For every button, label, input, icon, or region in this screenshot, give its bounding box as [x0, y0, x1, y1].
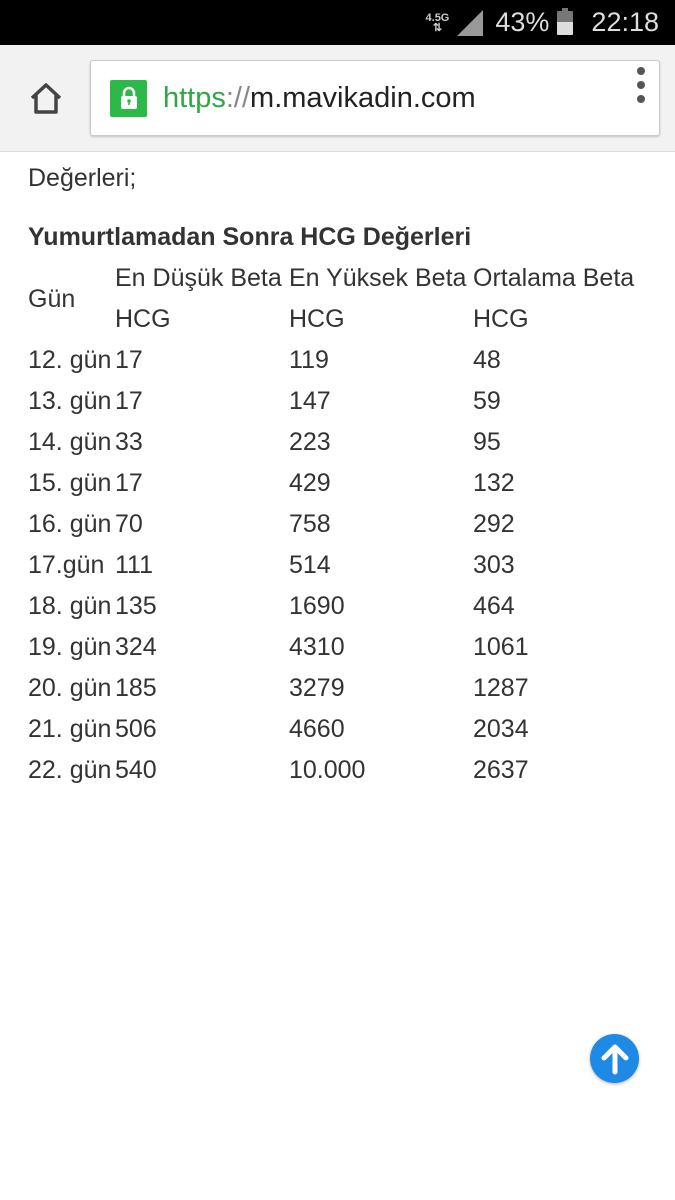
table-row: 14. gün 33 223 95: [28, 422, 643, 463]
row-avg: 95: [473, 428, 501, 456]
row-avg: 1061: [473, 633, 529, 661]
intro-text: Değerleri;: [28, 164, 137, 192]
row-avg: 292: [473, 510, 515, 538]
row-avg: 132: [473, 469, 515, 497]
row-day: 18. gün: [28, 592, 112, 620]
row-max: 3279: [289, 674, 345, 702]
row-max: 147: [289, 387, 331, 415]
overflow-menu-button[interactable]: [637, 67, 645, 103]
table-row: 20. gün 185 3279 1287: [28, 668, 643, 709]
row-day: 15. gün: [28, 469, 112, 497]
row-min: 17: [115, 469, 143, 497]
table-row: 12. gün 17 119 48: [28, 340, 643, 381]
header-day: Gün: [28, 284, 76, 313]
row-avg: 48: [473, 346, 501, 374]
lock-icon: [110, 79, 147, 117]
row-day: 19. gün: [28, 633, 112, 661]
row-max: 429: [289, 469, 331, 497]
battery-percent: 43%: [495, 7, 550, 37]
row-day: 17.gün: [28, 551, 105, 579]
url-bar[interactable]: https://m.mavikadin.com: [90, 60, 660, 136]
row-min: 540: [115, 756, 157, 784]
row-max: 1690: [289, 592, 345, 620]
arrow-up-icon: [601, 1044, 628, 1074]
url-text[interactable]: https://m.mavikadin.com: [163, 81, 476, 114]
table-row: 15. gün 17 429 132: [28, 463, 643, 504]
row-avg: 2034: [473, 715, 529, 743]
row-max: 10.000: [289, 756, 366, 784]
table-title: Yumurtlamadan Sonra HCG Değerleri: [28, 223, 472, 251]
row-day: 20. gün: [28, 674, 112, 702]
row-min: 324: [115, 633, 157, 661]
row-min: 17: [115, 387, 143, 415]
network-icon: 4.5G ⇅: [425, 11, 450, 34]
battery-icon: [557, 7, 574, 35]
table-row: 18. gün 135 1690 464: [28, 586, 643, 627]
row-max: 4310: [289, 633, 345, 661]
row-day: 21. gün: [28, 715, 112, 743]
row-min: 70: [115, 510, 143, 538]
row-min: 17: [115, 346, 143, 374]
table-row: 17.gün 111 514 303: [28, 545, 643, 586]
row-min: 135: [115, 592, 157, 620]
header-max: En Yüksek Beta HCG: [289, 264, 467, 333]
row-min: 111: [115, 551, 154, 579]
row-avg: 464: [473, 592, 515, 620]
row-min: 33: [115, 428, 143, 456]
row-max: 758: [289, 510, 331, 538]
clock: 22:18: [591, 7, 659, 37]
row-avg: 2637: [473, 756, 529, 784]
scroll-to-top-button[interactable]: [590, 1034, 639, 1083]
hcg-table: Gün En Düşük Beta HCG En Yüksek Beta HCG…: [28, 258, 643, 791]
row-avg: 1287: [473, 674, 529, 702]
row-max: 514: [289, 551, 331, 579]
status-bar: 4.5G ⇅ 43% 22:18: [0, 0, 675, 45]
header-min: En Düşük Beta HCG: [115, 264, 282, 333]
row-max: 119: [289, 346, 329, 374]
signal-icon: [457, 9, 484, 36]
table-header: Gün En Düşük Beta HCG En Yüksek Beta HCG…: [28, 258, 643, 340]
row-day: 13. gün: [28, 387, 112, 415]
page-content: Değerleri; Yumurtlamadan Sonra HCG Değer…: [0, 158, 675, 791]
row-day: 22. gün: [28, 756, 112, 784]
table-row: 13. gün 17 147 59: [28, 381, 643, 422]
table-row: 22. gün 540 10.000 2637: [28, 750, 643, 791]
table-row: 21. gün 506 4660 2034: [28, 709, 643, 750]
row-min: 506: [115, 715, 157, 743]
row-max: 223: [289, 428, 331, 456]
row-min: 185: [115, 674, 157, 702]
row-max: 4660: [289, 715, 345, 743]
header-avg: Ortalama Beta HCG: [473, 264, 635, 333]
table-row: 19. gün 324 4310 1061: [28, 627, 643, 668]
row-day: 14. gün: [28, 428, 112, 456]
row-day: 12. gün: [28, 346, 112, 374]
table-row: 16. gün 70 758 292: [28, 504, 643, 545]
browser-toolbar: https://m.mavikadin.com: [0, 45, 675, 152]
row-avg: 303: [473, 551, 515, 579]
home-button[interactable]: [28, 81, 64, 120]
home-icon: [30, 83, 62, 114]
row-avg: 59: [473, 387, 501, 415]
row-day: 16. gün: [28, 510, 112, 538]
